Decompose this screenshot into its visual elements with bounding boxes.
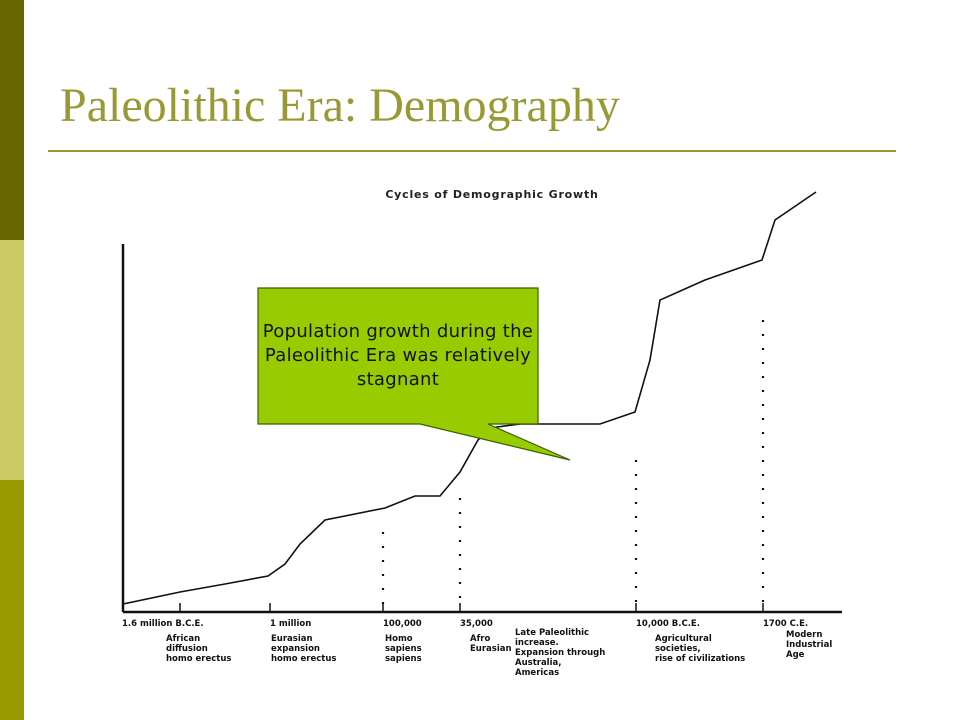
x-tick-label: 10,000 B.C.E. [636,619,700,629]
callout-box [257,287,571,461]
x-tick-label: 100,000 [383,619,422,629]
x-tick-label: 1.6 million B.C.E. [122,619,204,629]
x-tick-label: 1 million [270,619,311,629]
era-annotation: Agricultural societies, rise of civilizati… [655,634,745,664]
title-divider [48,150,896,152]
accent-bar-light [0,240,24,480]
era-annotation: Afro Eurasian [470,634,512,654]
x-tick-label: 35,000 [460,619,493,629]
era-annotation: Homo sapiens sapiens [385,634,422,664]
accent-bar-mid [0,480,24,720]
chart-title: Cycles of Demographic Growth [385,188,598,201]
accent-bar-dark [0,0,24,240]
series-line-population [122,191,817,605]
era-annotation: Modern Industrial Age [786,630,832,660]
callout-text: Population growth during the Paleolithic… [262,321,534,390]
page-title: Paleolithic Era: Demography [60,79,620,132]
era-annotation: Eurasian expansion homo erectus [271,634,336,664]
era-annotation: Late Paleolithic increase. Expansion throu… [515,628,605,678]
x-tick-label: 1700 C.E. [763,619,808,629]
era-annotation: African diffusion homo erectus [166,634,231,664]
